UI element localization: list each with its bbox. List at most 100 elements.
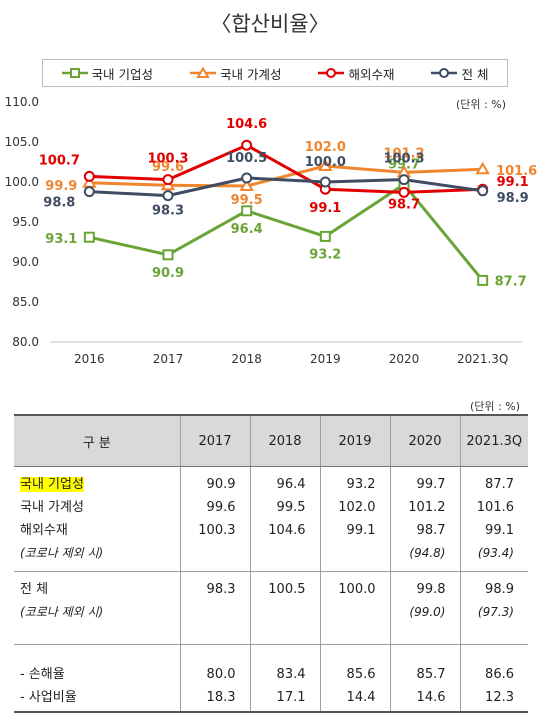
col-2018: 100.5 — [249, 571, 320, 645]
data-label: 93.2 — [309, 247, 341, 262]
col-2020: 99.7 101.2 98.7 (94.8) — [389, 466, 460, 572]
data-point-marker — [319, 230, 331, 242]
data-label: 90.9 — [152, 266, 184, 281]
data-label: 99.5 — [231, 193, 263, 208]
y-tick-label: 95.0 — [12, 215, 39, 229]
data-label: 99.6 — [152, 160, 184, 175]
series-line — [89, 143, 483, 194]
cell: (99.0) — [409, 605, 446, 619]
data-label: 96.4 — [231, 222, 263, 237]
cell: 86.6 — [485, 667, 514, 682]
data-point-marker — [162, 190, 174, 202]
cell — [181, 542, 236, 565]
data-point-marker — [83, 186, 95, 198]
data-label: 104.6 — [226, 117, 267, 132]
col-2017: 90.9 99.6 100.3 — [179, 466, 250, 572]
row-label: - 사업비율 — [20, 690, 77, 705]
cell: 96.4 — [276, 477, 306, 492]
cell: 98.3 — [206, 582, 236, 597]
row-label: 해외수재 — [20, 523, 68, 538]
x-tick-label: 2017 — [153, 352, 184, 366]
data-label: 100.0 — [305, 155, 346, 170]
header-cell: 구 분 — [14, 414, 180, 467]
legend-marker-triangle-icon — [189, 67, 216, 78]
data-point-marker — [241, 205, 253, 217]
cell: 17.1 — [276, 690, 306, 705]
cell — [251, 601, 306, 624]
data-point-marker — [398, 186, 410, 198]
ratio-table: 구 분 2017 2018 2019 2020 2021.3Q 국내 기업성 국… — [14, 414, 528, 713]
data-label: 99.7 — [388, 157, 420, 172]
legend-marker-circle-icon — [431, 68, 458, 78]
row-label: - 손해율 — [20, 667, 65, 682]
cell: 83.4 — [276, 667, 306, 682]
col-2018: 83.4 17.1 — [249, 644, 320, 713]
cell: 98.7 — [416, 523, 446, 538]
row-labels: 전 체 (코로나 제외 시) — [14, 571, 180, 645]
cell: 99.6 — [206, 500, 236, 515]
x-tick-label: 2020 — [389, 352, 420, 366]
cell: 85.7 — [416, 667, 446, 682]
data-point-marker — [319, 176, 331, 188]
cell: 14.6 — [416, 690, 446, 705]
data-label: 99.9 — [45, 179, 77, 194]
data-label: 87.7 — [495, 274, 527, 289]
y-tick-label: 85.0 — [12, 295, 39, 309]
cell: 100.0 — [338, 582, 376, 597]
legend-marker-square-icon — [61, 68, 88, 78]
data-point-marker — [398, 174, 410, 186]
col-2017: 98.3 — [179, 571, 250, 645]
x-tick-label: 2021.3Q — [457, 352, 508, 366]
col-2017: 80.0 18.3 — [179, 644, 250, 713]
x-tick-label: 2016 — [74, 352, 105, 366]
table-unit: (단위 : %) — [470, 400, 520, 413]
x-tick-label: 2019 — [310, 352, 341, 366]
cell: 93.2 — [346, 477, 376, 492]
data-label: 98.3 — [152, 204, 184, 219]
header-cell: 2020 — [389, 414, 460, 467]
data-label: 100.5 — [226, 151, 267, 166]
line-chart: 80.0 85.0 90.0 95.0 100.0 105.0 110.0 2016 2017 2… — [5, 95, 538, 366]
data-point-marker — [477, 274, 489, 286]
cell — [181, 601, 236, 624]
data-point-marker — [162, 174, 174, 186]
data-label: 100.7 — [39, 153, 80, 168]
header-cell: 2021.3Q — [459, 414, 528, 467]
data-label: 93.1 — [45, 232, 77, 247]
data-label: 101.2 — [383, 146, 424, 161]
cell — [251, 542, 306, 565]
data-label: 102.0 — [305, 140, 346, 155]
cell: 85.6 — [346, 667, 376, 682]
table-row-group-domestic: 국내 기업성 국내 가계성 해외수재 (코로나 제외 시) 90.9 99.6 … — [14, 466, 528, 572]
y-tick-label: 80.0 — [12, 335, 39, 349]
data-label: 100.3 — [147, 152, 188, 167]
data-point-marker — [239, 178, 254, 191]
legend-item-overseas: 해외수재 — [318, 64, 394, 83]
cell: 99.7 — [416, 477, 446, 492]
legend-label: 해외수재 — [348, 66, 395, 82]
col-2021-3q: 87.7 101.6 99.1 (93.4) — [459, 466, 528, 572]
data-label: 98.7 — [388, 197, 420, 212]
chart-unit: (단위 : %) — [456, 98, 506, 111]
series-line — [89, 182, 484, 282]
cell: 98.9 — [485, 582, 514, 597]
legend-label: 전 체 — [461, 66, 489, 82]
col-2019: 85.6 14.4 — [319, 644, 390, 713]
legend-label: 국내 기업성 — [91, 66, 153, 82]
col-2019: 100.0 — [319, 571, 390, 645]
cell — [321, 601, 376, 624]
row-label-note: (코로나 제외 시) — [20, 605, 104, 619]
col-2018: 96.4 99.5 104.6 — [249, 466, 320, 572]
cell: 99.1 — [346, 523, 376, 538]
cell: 100.3 — [198, 523, 236, 538]
table-row-group-ratios: - 손해율 - 사업비율 80.0 18.3 83.4 17.1 85.6 14… — [14, 644, 528, 713]
cell: 80.0 — [206, 667, 236, 682]
cell: 18.3 — [206, 690, 236, 705]
row-label: 국내 가계성 — [20, 500, 84, 515]
header-cell: 2019 — [319, 414, 390, 467]
page-title: 〈합산비율〉 — [210, 12, 330, 36]
chart-legend: 국내 기업성 국내 가계성 해외수재 전 체 — [42, 59, 508, 87]
table-header-row: 구 분 2017 2018 2019 2020 2021.3Q — [14, 414, 528, 467]
cell: 99.1 — [485, 523, 514, 538]
cell: 90.9 — [206, 477, 236, 492]
